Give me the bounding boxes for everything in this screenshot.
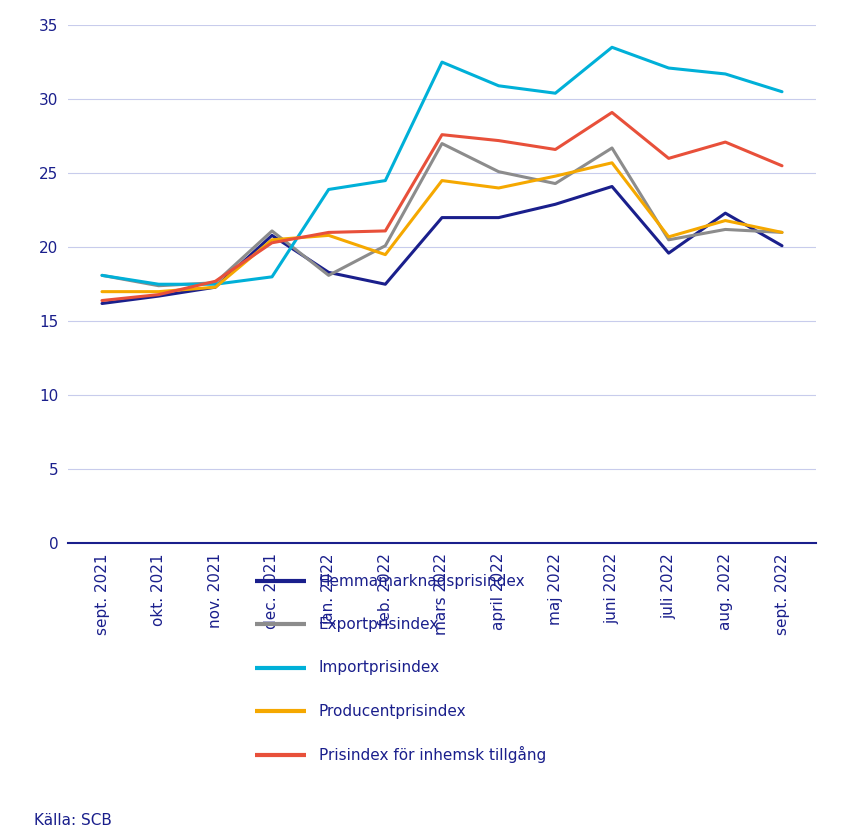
Prisindex för inhemsk tillgång (210, 276, 220, 286)
Hemmamarknadsprisindex (437, 212, 447, 222)
Hemmamarknadsprisindex (777, 241, 787, 251)
Producentprisindex (154, 287, 164, 297)
Exportprisindex (720, 224, 730, 234)
Exportprisindex (324, 270, 334, 280)
Producentprisindex (720, 216, 730, 226)
Producentprisindex (97, 287, 107, 297)
Importprisindex (97, 270, 107, 280)
Producentprisindex (324, 231, 334, 241)
Prisindex för inhemsk tillgång (267, 237, 277, 247)
Text: Exportprisindex: Exportprisindex (319, 617, 439, 632)
Importprisindex (777, 87, 787, 97)
Producentprisindex (607, 158, 617, 168)
Exportprisindex (664, 235, 674, 245)
Producentprisindex (380, 250, 390, 260)
Hemmamarknadsprisindex (97, 298, 107, 308)
Exportprisindex (437, 139, 447, 149)
Producentprisindex (494, 183, 504, 193)
Prisindex för inhemsk tillgång (777, 161, 787, 171)
Line: Hemmamarknadsprisindex: Hemmamarknadsprisindex (102, 186, 782, 303)
Text: Importprisindex: Importprisindex (319, 660, 440, 675)
Producentprisindex (210, 283, 220, 293)
Hemmamarknadsprisindex (210, 283, 220, 293)
Producentprisindex (664, 232, 674, 242)
Importprisindex (607, 43, 617, 53)
Text: Hemmamarknadsprisindex: Hemmamarknadsprisindex (319, 573, 525, 589)
Prisindex för inhemsk tillgång (324, 227, 334, 237)
Hemmamarknadsprisindex (664, 248, 674, 258)
Text: Producentprisindex: Producentprisindex (319, 704, 467, 719)
Hemmamarknadsprisindex (607, 181, 617, 191)
Importprisindex (720, 69, 730, 79)
Line: Importprisindex: Importprisindex (102, 48, 782, 284)
Exportprisindex (494, 166, 504, 176)
Prisindex för inhemsk tillgång (437, 130, 447, 140)
Exportprisindex (380, 241, 390, 251)
Text: Källa: SCB: Källa: SCB (34, 813, 112, 828)
Importprisindex (494, 81, 504, 91)
Exportprisindex (550, 179, 560, 189)
Importprisindex (154, 279, 164, 289)
Producentprisindex (267, 235, 277, 245)
Prisindex för inhemsk tillgång (664, 153, 674, 163)
Importprisindex (380, 176, 390, 186)
Producentprisindex (777, 227, 787, 237)
Producentprisindex (550, 171, 560, 181)
Prisindex för inhemsk tillgång (380, 226, 390, 236)
Importprisindex (550, 88, 560, 98)
Importprisindex (210, 279, 220, 289)
Prisindex för inhemsk tillgång (154, 289, 164, 299)
Exportprisindex (97, 270, 107, 280)
Hemmamarknadsprisindex (380, 279, 390, 289)
Hemmamarknadsprisindex (267, 231, 277, 241)
Importprisindex (664, 63, 674, 73)
Text: Prisindex för inhemsk tillgång: Prisindex för inhemsk tillgång (319, 747, 546, 763)
Exportprisindex (777, 227, 787, 237)
Hemmamarknadsprisindex (494, 212, 504, 222)
Prisindex för inhemsk tillgång (607, 108, 617, 118)
Importprisindex (437, 57, 447, 67)
Hemmamarknadsprisindex (550, 199, 560, 209)
Prisindex för inhemsk tillgång (494, 135, 504, 145)
Exportprisindex (210, 278, 220, 288)
Line: Producentprisindex: Producentprisindex (102, 163, 782, 292)
Prisindex för inhemsk tillgång (720, 137, 730, 147)
Hemmamarknadsprisindex (324, 268, 334, 278)
Hemmamarknadsprisindex (154, 291, 164, 301)
Line: Exportprisindex: Exportprisindex (102, 144, 782, 286)
Exportprisindex (607, 143, 617, 153)
Producentprisindex (437, 176, 447, 186)
Line: Prisindex för inhemsk tillgång: Prisindex för inhemsk tillgång (102, 113, 782, 300)
Prisindex för inhemsk tillgång (550, 145, 560, 155)
Hemmamarknadsprisindex (720, 208, 730, 218)
Importprisindex (267, 272, 277, 282)
Importprisindex (324, 185, 334, 195)
Prisindex för inhemsk tillgång (97, 295, 107, 305)
Exportprisindex (154, 281, 164, 291)
Exportprisindex (267, 226, 277, 236)
